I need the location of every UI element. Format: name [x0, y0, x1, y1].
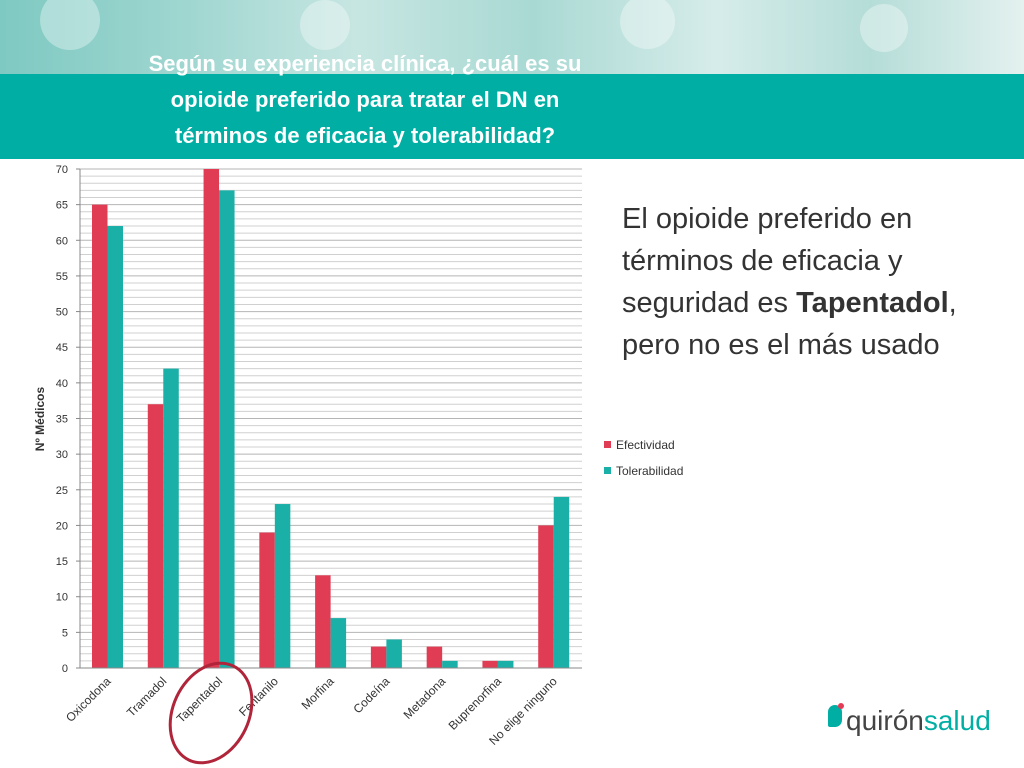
- bar-tolerabilidad-7: [497, 660, 514, 668]
- bar-tolerabilidad-0: [107, 226, 123, 668]
- title-band: Según su experiencia clínica, ¿cuál es s…: [0, 51, 1024, 159]
- chart-gridlines: [80, 168, 582, 662]
- slide-title-line-1: Según su experiencia clínica, ¿cuál es s…: [148, 51, 582, 76]
- x-category-label: Fentanilo: [236, 674, 281, 719]
- bar-tolerabilidad-6: [442, 660, 458, 668]
- legend-label: Efectividad: [616, 438, 675, 452]
- bar-efectividad-5: [370, 646, 387, 668]
- y-tick-label: 35: [56, 414, 68, 426]
- bar-efectividad-3: [259, 532, 275, 668]
- bar-tolerabilidad-4: [330, 618, 347, 668]
- y-tick-label: 50: [56, 307, 68, 319]
- y-tick-label: 10: [56, 592, 68, 604]
- quironsalud-logo: quirónsalud: [828, 703, 1008, 743]
- x-category-label: Morfina: [299, 674, 337, 712]
- x-category-label: Tapentadol: [174, 674, 225, 725]
- logo-dot-icon: [838, 703, 844, 709]
- bar-tolerabilidad-1: [163, 368, 179, 668]
- photo-decoration: [860, 4, 908, 52]
- headline-text-part-1: El opioide preferido en términos de efic…: [622, 203, 913, 319]
- x-category-label: Codeína: [351, 674, 393, 716]
- headline-text: El opioide preferido en términos de efic…: [622, 198, 1002, 366]
- bar-tolerabilidad-2: [219, 190, 235, 668]
- highlight-circle: [168, 661, 254, 765]
- bar-tolerabilidad-3: [274, 504, 291, 668]
- chart-axes: [76, 168, 582, 669]
- y-tick-label: 15: [56, 556, 68, 568]
- y-tick-label: 0: [62, 663, 68, 675]
- y-tick-label: 20: [56, 520, 68, 532]
- legend-swatch-efectividad: [604, 441, 611, 448]
- y-tick-label: 55: [56, 271, 68, 283]
- logo-mark-icon: [828, 705, 842, 727]
- bar-efectividad-1: [147, 404, 164, 668]
- bar-efectividad-4: [315, 575, 331, 668]
- x-category-label: Metadona: [401, 674, 449, 722]
- logo-word-part-1: quirón: [846, 705, 924, 736]
- bar-efectividad-2: [203, 169, 220, 668]
- slide-title-line-2: opioide preferido para tratar el DN en: [170, 87, 560, 112]
- bar-efectividad-8: [538, 525, 554, 668]
- bar-efectividad-7: [482, 660, 498, 668]
- headline-emphasis: Tapentadol: [796, 287, 949, 319]
- y-tick-label: 40: [56, 378, 68, 390]
- photo-decoration: [300, 0, 350, 50]
- y-tick-label: 45: [56, 342, 68, 354]
- photo-decoration: [40, 0, 100, 50]
- x-category-label: Buprenorfina: [446, 674, 505, 733]
- bar-chart: 0 5 10 15 20 25 30 35 40 45 50 55 60 65 70 Oxicodona Tra…: [33, 164, 582, 765]
- header-photo-strip: [0, 0, 1024, 74]
- photo-decoration: [620, 0, 675, 49]
- y-tick-label: 5: [62, 627, 68, 639]
- headline-text-part-2: , pero no es el más usado: [622, 287, 957, 361]
- logo-wordmark: quirónsalud: [846, 703, 991, 739]
- bar-efectividad-6: [426, 646, 443, 668]
- y-tick-label: 30: [56, 449, 68, 461]
- bar-tolerabilidad-8: [553, 496, 570, 668]
- legend-swatch-tolerabilidad: [604, 467, 611, 474]
- bar-efectividad-0: [92, 204, 108, 668]
- bar-tolerabilidad-5: [386, 639, 402, 668]
- y-tick-label: 70: [56, 164, 68, 176]
- y-tick-label: 25: [56, 485, 68, 497]
- y-tick-label: 60: [56, 235, 68, 247]
- slide-title-line-3: términos de eficacia y tolerabilidad?: [174, 123, 556, 148]
- chart-bars: [92, 169, 570, 668]
- y-axis-title: Nº Médicos: [33, 386, 47, 451]
- legend-label: Tolerabilidad: [616, 464, 684, 478]
- x-category-label: Oxicodona: [63, 674, 114, 725]
- x-category-label: Tramadol: [124, 674, 169, 719]
- logo-word-part-2: salud: [923, 705, 991, 736]
- y-tick-label: 65: [56, 200, 68, 212]
